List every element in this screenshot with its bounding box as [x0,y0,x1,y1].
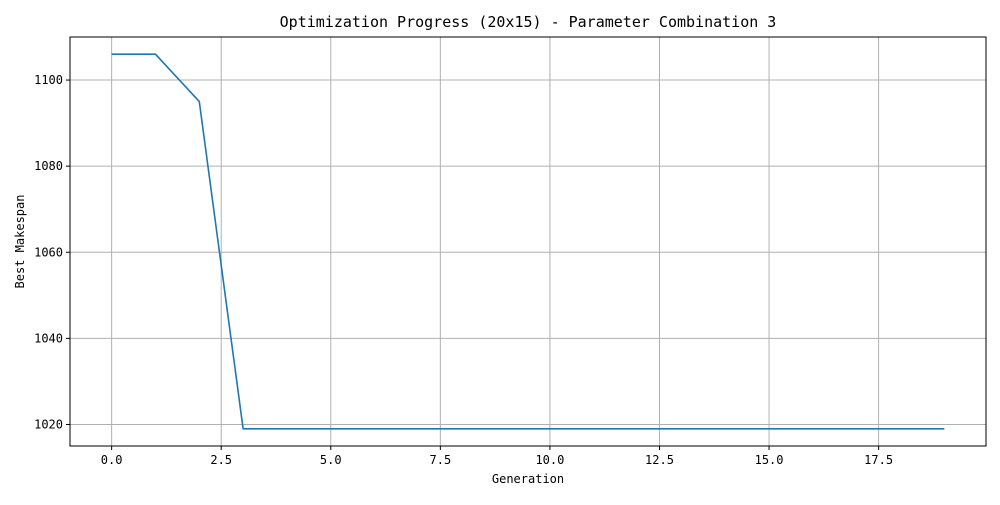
series-layer [112,54,945,429]
x-tick-label: 5.0 [320,453,342,467]
y-tick-label: 1080 [34,159,63,173]
x-tick-label: 15.0 [755,453,784,467]
y-tick-label: 1060 [34,245,63,259]
chart-title: Optimization Progress (20x15) - Paramete… [280,13,777,31]
y-tick-label: 1040 [34,331,63,345]
y-axis-label: Best Makespan [13,195,27,289]
x-tick-label: 0.0 [101,453,123,467]
x-tick-label: 2.5 [210,453,232,467]
grid [70,37,986,446]
x-tick-label: 12.5 [645,453,674,467]
x-axis-label: Generation [492,472,564,486]
x-tick-label: 7.5 [430,453,452,467]
x-tick-label: 17.5 [864,453,893,467]
plot-frame [70,37,986,446]
ticks: 0.0 2.5 5.0 7.5 10.0 12.5 15.0 17.5 1020 1040 1060… [34,73,893,467]
y-tick-label: 1020 [34,417,63,431]
x-tick-label: 10.0 [535,453,564,467]
series-line [112,54,945,429]
y-tick-label: 1100 [34,73,63,87]
